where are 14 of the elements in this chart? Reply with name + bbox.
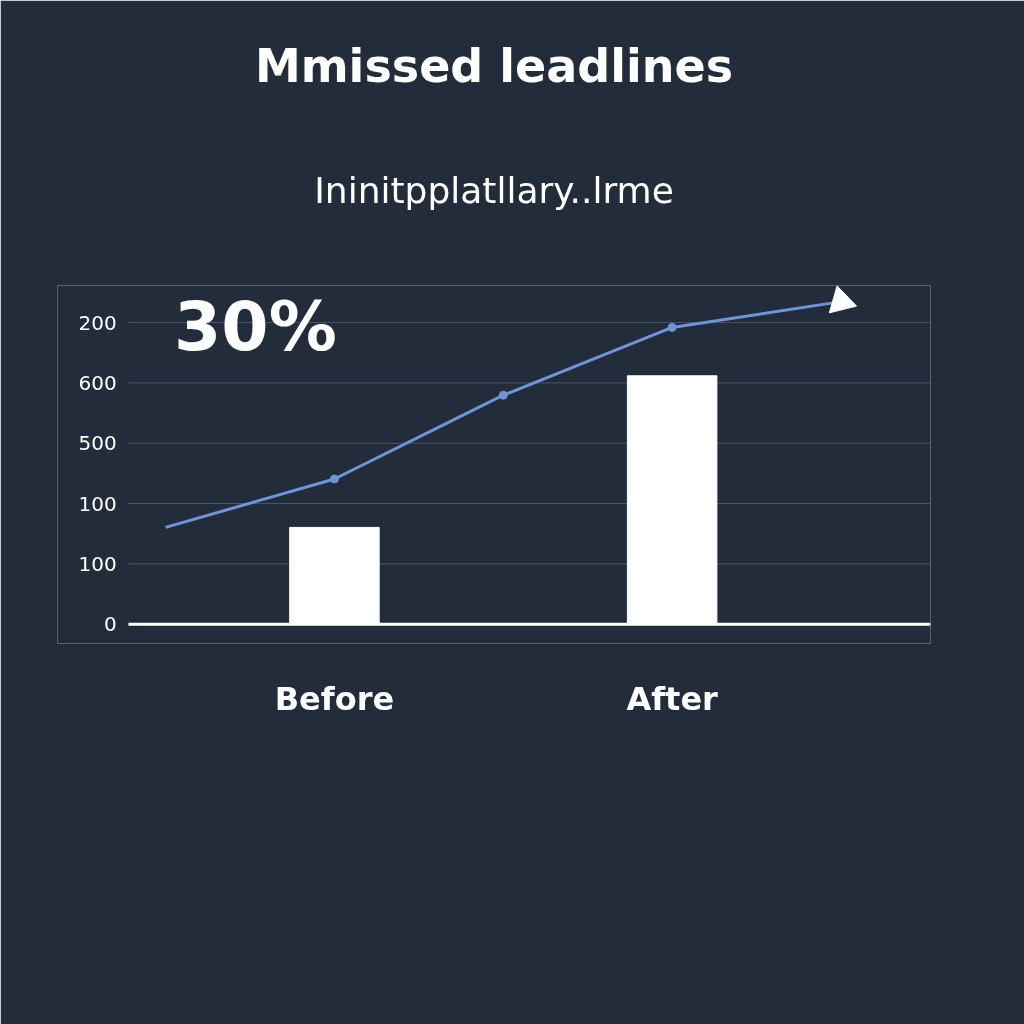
- chart-title: Mmissed leadlines: [254, 38, 734, 93]
- text: 100: [78, 551, 117, 576]
- x-tick-label: Before: [274, 679, 395, 718]
- annotation: 30%: [174, 287, 337, 367]
- chart-subtitle: Ininitpplatllary..lrme: [314, 169, 674, 211]
- point: [498, 390, 508, 400]
- text: 200: [78, 310, 117, 335]
- x-tick-label: After: [626, 679, 719, 718]
- text: 600: [78, 370, 117, 395]
- text: 100: [78, 491, 117, 516]
- point: [329, 474, 339, 484]
- text: 500: [78, 431, 117, 456]
- point: [667, 322, 677, 332]
- text: 0: [103, 612, 117, 637]
